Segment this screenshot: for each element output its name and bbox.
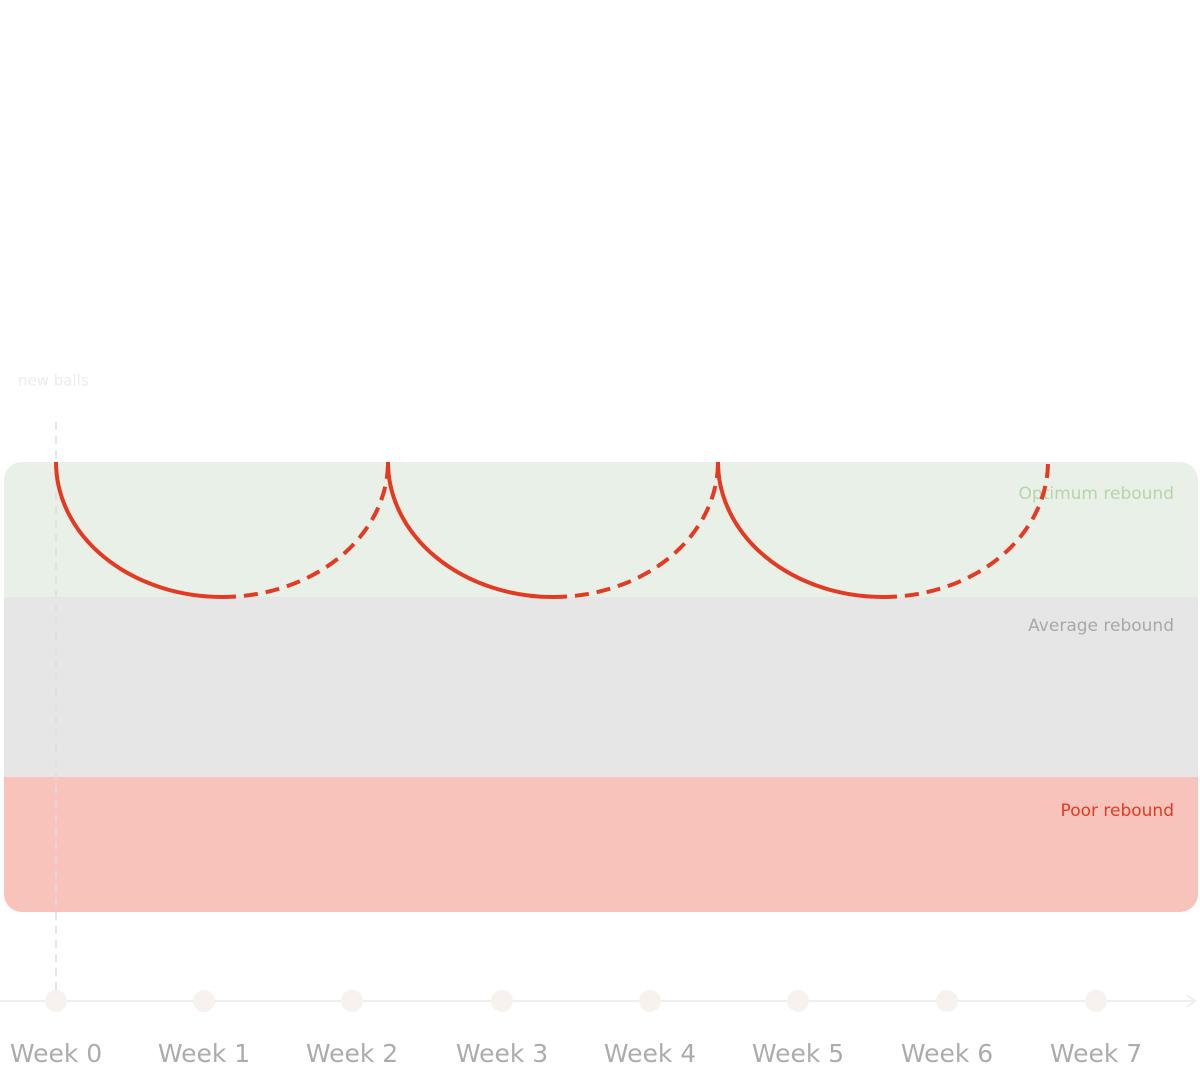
week-dot xyxy=(45,990,67,1012)
week-label: Week 1 xyxy=(158,1039,250,1068)
week-label: Week 3 xyxy=(456,1039,548,1068)
band-label: Average rebound xyxy=(1028,616,1174,636)
week-dot xyxy=(491,990,513,1012)
week-dot xyxy=(341,990,363,1012)
optimum-band xyxy=(4,462,1198,597)
week-label: Week 0 xyxy=(10,1039,102,1068)
average-band xyxy=(4,597,1198,777)
annotation: new balls xyxy=(18,372,89,390)
week-label: Week 7 xyxy=(1050,1039,1142,1068)
week-dot xyxy=(936,990,958,1012)
band-label: Poor rebound xyxy=(1061,801,1174,821)
week-label: Week 4 xyxy=(604,1039,696,1068)
week-dot xyxy=(1085,990,1107,1012)
week-label: Week 2 xyxy=(306,1039,398,1068)
week-dot xyxy=(193,990,215,1012)
week-dot xyxy=(787,990,809,1012)
week-label: Week 5 xyxy=(752,1039,844,1068)
week-label: Week 6 xyxy=(901,1039,993,1068)
bands xyxy=(4,462,1198,912)
week-dot xyxy=(639,990,661,1012)
poor-band xyxy=(4,777,1198,912)
